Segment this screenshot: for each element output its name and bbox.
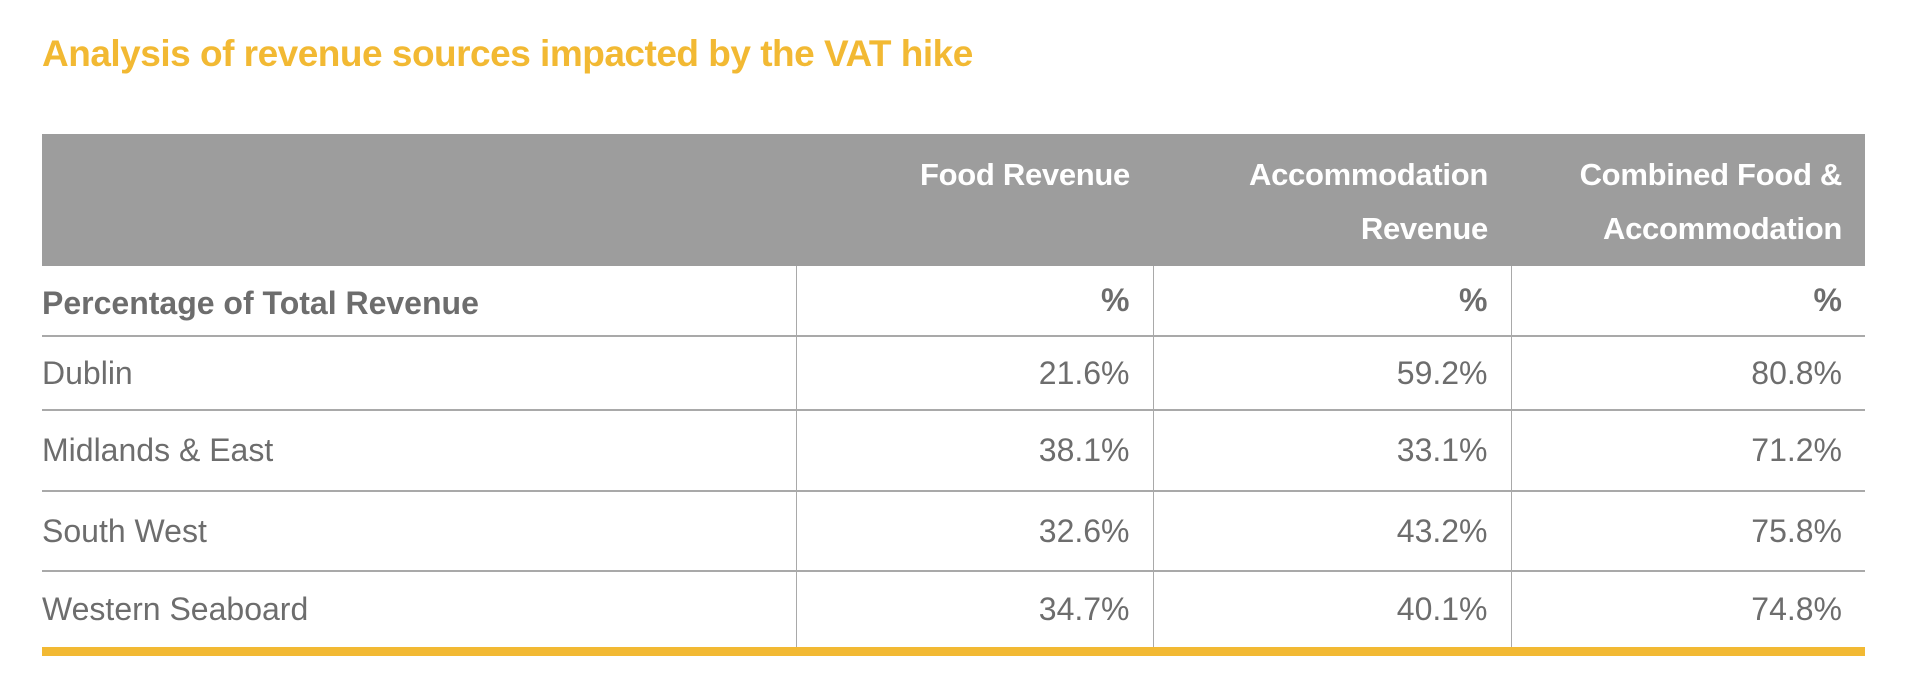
unit-cell: % [1152,266,1511,337]
value-cell: 71.2% [1510,410,1865,492]
subheader-label: Percentage of Total Revenue [42,266,796,337]
value-cell: 80.8% [1510,336,1865,411]
header-food-revenue: Food Revenue [796,134,1153,266]
region-cell: Midlands & East [42,410,796,492]
value-cell: 32.6% [795,491,1153,572]
header-accommodation-revenue: Accommodation Revenue [1153,134,1511,266]
table-row: Western Seaboard 34.7% 40.1% 74.8% [42,571,1865,656]
region-cell: South West [42,491,796,572]
value-cell: 34.7% [795,571,1153,656]
table-row: South West 32.6% 43.2% 75.8% [42,491,1865,572]
value-cell: 33.1% [1152,410,1511,492]
region-cell: Dublin [42,336,796,411]
value-cell: 38.1% [795,410,1153,492]
subheader-row: Percentage of Total Revenue % % % [42,266,1865,337]
region-cell: Western Seaboard [42,571,796,656]
value-cell: 59.2% [1152,336,1511,411]
value-cell: 43.2% [1152,491,1511,572]
table-row: Dublin 21.6% 59.2% 80.8% [42,336,1865,411]
value-cell: 40.1% [1152,571,1511,656]
header-blank [42,134,796,266]
value-cell: 21.6% [795,336,1153,411]
header-combined: Combined Food & Accommodation [1511,134,1865,266]
value-cell: 75.8% [1510,491,1865,572]
revenue-table: Food Revenue Accommodation Revenue Combin… [42,134,1865,656]
table-header-row: Food Revenue Accommodation Revenue Combin… [42,134,1865,266]
value-cell: 74.8% [1510,571,1865,656]
page-title: Analysis of revenue sources impacted by … [42,33,973,74]
unit-cell: % [1510,266,1865,337]
unit-cell: % [795,266,1153,337]
table-row: Midlands & East 38.1% 33.1% 71.2% [42,410,1865,492]
